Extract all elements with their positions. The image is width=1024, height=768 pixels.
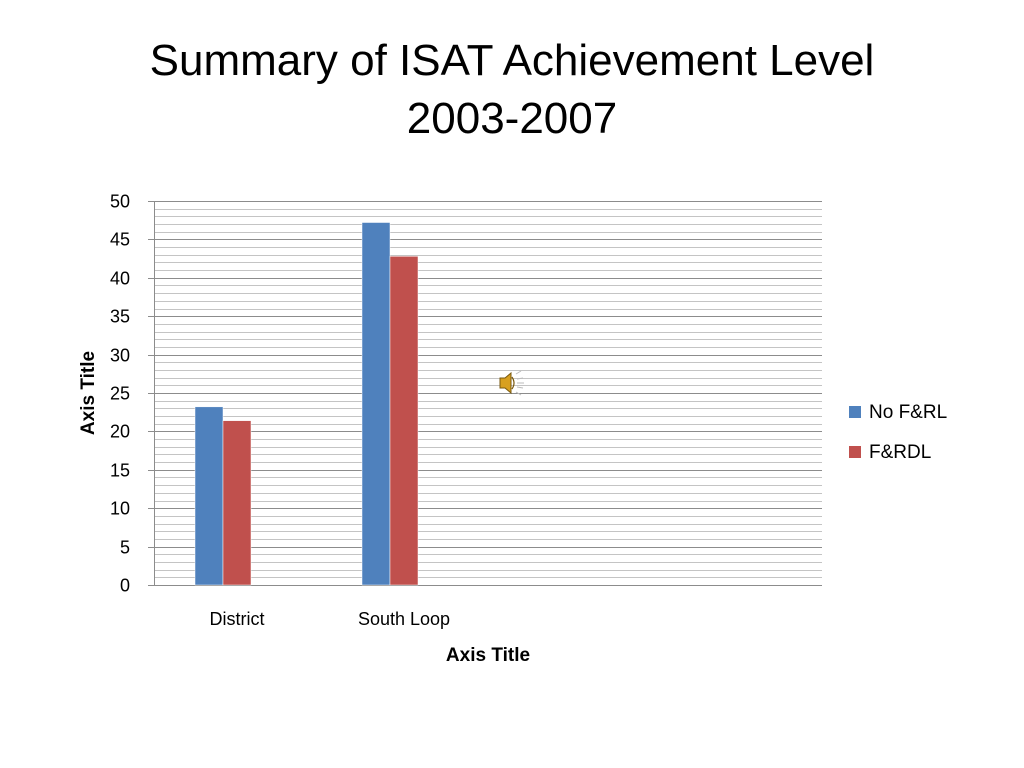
x-axis-title: Axis Title	[446, 645, 530, 666]
chart-gridlines	[154, 201, 822, 586]
y-tick-label: 10	[110, 499, 130, 519]
legend-swatch	[849, 446, 861, 458]
y-tick-label: 20	[110, 422, 130, 442]
legend-label: No F&RL	[869, 402, 947, 423]
bar-F&RDL-District	[222, 420, 252, 586]
speaker-icon[interactable]	[499, 370, 524, 396]
y-tick-label: 30	[110, 346, 130, 366]
chart-axes	[148, 201, 822, 586]
legend-label: F&RDL	[869, 442, 931, 463]
chart-tick-labels: 0 5 10 15 20 25 30 35 40 45 50 District South Loop	[110, 192, 450, 630]
y-axis-title: Axis Title	[78, 351, 99, 435]
y-tick-label: 5	[120, 538, 130, 558]
y-tick-label: 0	[120, 576, 130, 596]
bar-No F&RL-District	[194, 406, 224, 586]
slide-title: Summary of ISAT Achievement Level 2003-2…	[0, 32, 1024, 148]
y-tick-label: 50	[110, 192, 130, 212]
y-tick-label: 40	[110, 269, 130, 289]
chart-legend: No F&RL F&RDL	[849, 402, 947, 463]
bar-F&RDL-South Loop	[389, 256, 419, 586]
x-tick-label: District	[210, 609, 265, 629]
bar-No F&RL-South Loop	[361, 222, 391, 586]
slide-title-line-2: 2003-2007	[406, 94, 618, 143]
slide-title-line-1: Summary of ISAT Achievement Level	[149, 36, 875, 85]
y-tick-label: 35	[110, 307, 130, 327]
x-tick-label: South Loop	[358, 609, 450, 629]
chart-bars	[194, 222, 419, 586]
y-tick-label: 25	[110, 384, 130, 404]
y-tick-label: 15	[110, 461, 130, 481]
legend-swatch	[849, 406, 861, 418]
y-tick-label: 45	[110, 230, 130, 250]
